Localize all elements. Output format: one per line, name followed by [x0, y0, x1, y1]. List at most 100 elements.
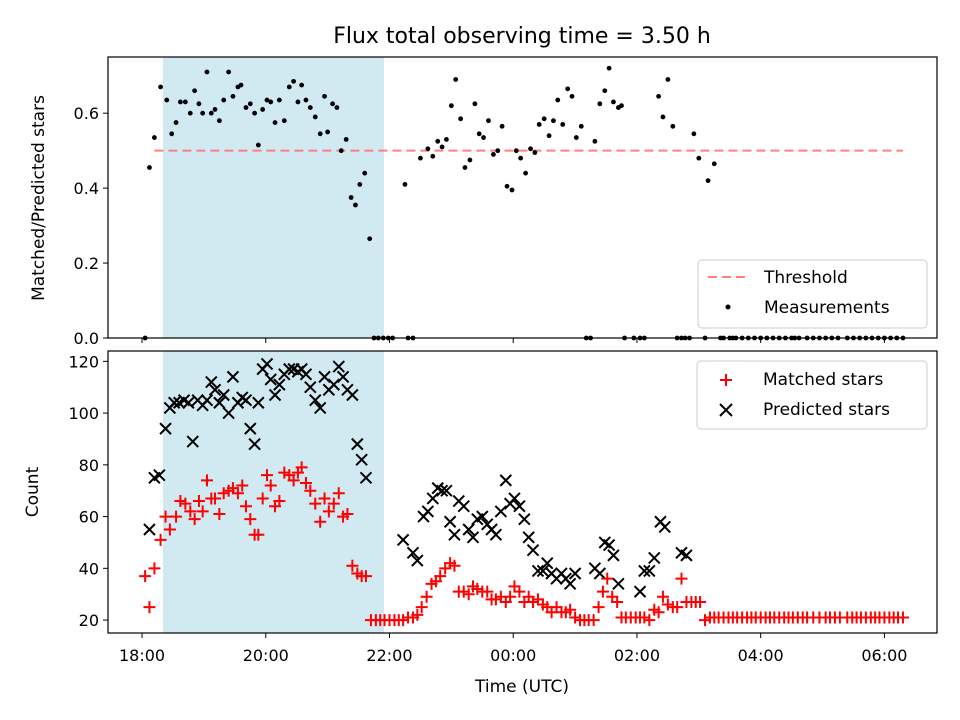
measurement-point — [532, 150, 538, 155]
matched-point — [896, 611, 909, 624]
measurement-point — [592, 138, 598, 144]
measurement-point — [448, 103, 454, 109]
predicted-point — [260, 357, 274, 371]
x-tick-label: 00:00 — [490, 646, 536, 665]
measurement-point — [555, 97, 561, 103]
matched-point — [434, 570, 447, 583]
measurement-point — [711, 161, 717, 167]
predicted-point — [443, 515, 457, 528]
matched-point — [188, 513, 201, 526]
matched-point — [341, 507, 354, 520]
top-panel: 0.0 0.2 0.4 0.6 Matched/Predicted stars Thr… — [29, 56, 938, 348]
legend-matched-swatch — [720, 374, 732, 386]
measurement-point — [286, 84, 292, 90]
predicted-point — [313, 401, 327, 415]
measurement-point — [619, 103, 624, 109]
top-y-axis: 0.0 0.2 0.4 0.6 — [74, 104, 885, 348]
predicted-point — [143, 523, 156, 536]
predicted-point — [508, 492, 521, 505]
predicted-point — [318, 370, 331, 384]
measurement-point — [348, 195, 354, 200]
measurement-point — [192, 88, 198, 94]
predicted-point — [283, 362, 296, 376]
matched-point — [209, 492, 222, 505]
predicted-point — [633, 585, 647, 598]
predicted-point — [355, 453, 368, 466]
matched-point — [652, 606, 665, 619]
predicted-point — [336, 370, 350, 384]
predicted-point — [182, 396, 195, 409]
top-plot-frame — [107, 56, 938, 339]
matched-point — [643, 614, 656, 627]
matched-point — [295, 461, 308, 474]
measurement-point — [238, 82, 244, 88]
predicted-point — [526, 544, 540, 557]
measurement-point — [164, 97, 170, 103]
measurement-point — [177, 99, 183, 105]
measurement-point — [204, 69, 210, 75]
bottom-y-tick-label: 80 — [79, 456, 99, 475]
predicted-point — [457, 500, 470, 513]
matched-point — [346, 559, 359, 572]
predicted-point — [602, 538, 616, 552]
predicted-point — [568, 567, 582, 580]
measurement-point — [147, 165, 152, 170]
matched-point — [260, 469, 273, 482]
predicted-point — [462, 523, 475, 536]
count-points — [139, 357, 909, 627]
bottom-plot-frame — [107, 350, 938, 634]
measurement-point — [334, 105, 340, 110]
measurement-point — [418, 155, 423, 161]
measurement-point — [230, 93, 236, 99]
predicted-point — [648, 551, 661, 565]
matched-point — [411, 608, 424, 621]
measurement-point — [281, 118, 287, 124]
x-tick-label: 04:00 — [738, 646, 784, 665]
predicted-point — [563, 577, 577, 591]
bottom-y-tick-label: 20 — [79, 611, 99, 630]
predicted-point — [536, 564, 550, 578]
top-legend: Threshold Measurements — [697, 259, 928, 329]
legend-predicted-swatch — [719, 403, 733, 417]
measurement-point — [569, 93, 575, 99]
measurement-point — [276, 97, 282, 103]
measurement-point — [430, 153, 436, 159]
bottom-y-label: Count — [23, 466, 43, 517]
matched-point — [299, 476, 312, 489]
matched-point — [244, 513, 257, 526]
measurement-point — [458, 116, 464, 122]
matched-point — [504, 590, 517, 603]
x-tick-label: 22:00 — [366, 646, 412, 665]
measurement-point — [476, 131, 482, 137]
measurement-point — [212, 107, 218, 112]
measurement-point — [325, 129, 331, 135]
predicted-point — [226, 370, 240, 384]
predicted-point — [351, 437, 364, 451]
matched-point — [236, 479, 249, 492]
predicted-point — [643, 564, 656, 578]
bottom-y-tick-label: 100 — [68, 404, 99, 423]
predicted-point — [593, 567, 607, 580]
top-legend-box — [697, 259, 928, 329]
matched-point — [596, 585, 609, 598]
measurement-point — [243, 105, 249, 110]
predicted-point — [638, 564, 651, 578]
measurement-point — [573, 135, 579, 140]
measurement-point — [495, 148, 501, 154]
predicted-point — [213, 396, 226, 409]
predicted-point — [421, 505, 435, 518]
measurement-point — [536, 122, 542, 127]
measurement-point — [151, 135, 157, 140]
measurement-point — [656, 93, 662, 99]
matched-point — [694, 595, 707, 608]
matched-point — [318, 492, 331, 505]
predicted-point — [299, 368, 313, 381]
measurement-point — [158, 84, 163, 90]
measurement-point — [435, 138, 441, 144]
bottom-legend-box — [696, 360, 928, 430]
matched-point — [192, 495, 205, 508]
predicted-point — [476, 510, 489, 523]
predicted-point — [466, 531, 480, 544]
matched-point — [564, 603, 577, 616]
bottom-y-tick-label: 60 — [79, 508, 99, 527]
